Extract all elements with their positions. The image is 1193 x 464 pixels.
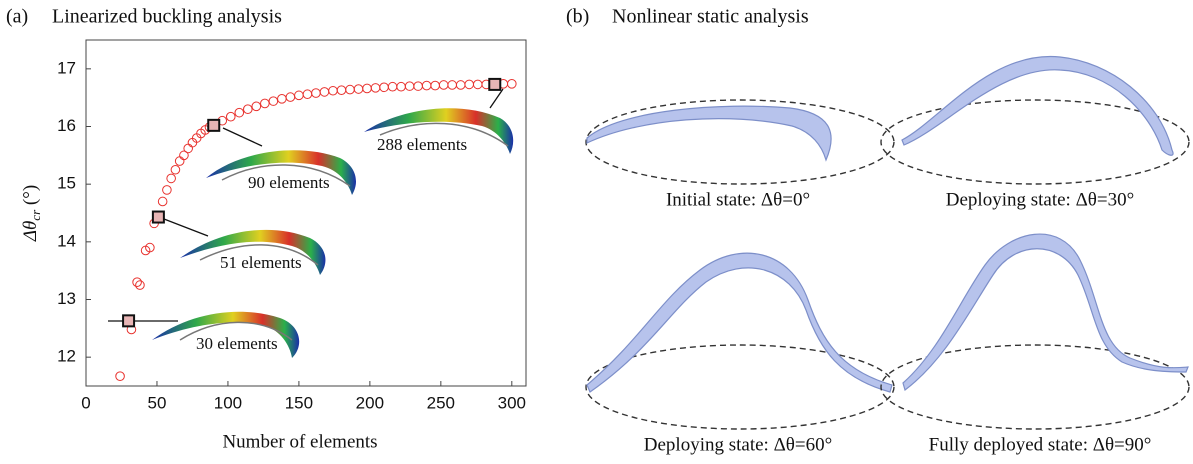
caption: Deploying state: Δθ=60°	[644, 434, 832, 455]
caption: Initial state: Δθ=0°	[666, 189, 810, 210]
point	[328, 85, 338, 96]
deployment-shapes	[585, 55, 1190, 430]
highlight-marker	[151, 210, 165, 224]
y-tick-label: 15	[57, 174, 76, 193]
panel-label: (a)	[6, 6, 28, 28]
x-tick-label: 200	[356, 393, 384, 412]
point	[234, 107, 245, 118]
panel-label: (b)	[566, 6, 589, 28]
point	[166, 173, 176, 184]
point	[183, 143, 193, 154]
point	[311, 88, 321, 98]
x-tick-label: 300	[498, 393, 526, 412]
point	[319, 87, 330, 97]
point	[115, 371, 125, 381]
x-axis-label: Number of elements	[222, 431, 377, 452]
y-tick-label: 14	[57, 231, 76, 250]
highlight-marker	[488, 77, 502, 91]
point	[170, 164, 181, 175]
point	[379, 82, 389, 93]
point	[294, 90, 304, 101]
point	[251, 101, 262, 112]
y-tick-label: 12	[57, 347, 76, 366]
point	[174, 156, 185, 166]
point	[277, 94, 287, 104]
x-tick-label: 150	[285, 393, 313, 412]
x-tick-label: 250	[427, 393, 455, 412]
point	[430, 80, 440, 91]
point	[472, 79, 483, 90]
chart-title: Linearized buckling analysis	[52, 6, 282, 28]
inset-shapes	[108, 88, 514, 358]
point	[145, 242, 155, 253]
annotation: 51 elements	[220, 253, 302, 272]
y-label-main: Δθ	[20, 221, 41, 242]
caption: Fully deployed state: Δθ=90°	[929, 434, 1152, 455]
y-tick-label: 13	[57, 289, 76, 308]
plot-frame	[85, 39, 527, 387]
y-tick-label: 16	[57, 116, 76, 135]
highlight-marker	[207, 118, 221, 132]
annotation: 288 elements	[377, 135, 467, 154]
highlight-marker	[122, 314, 136, 328]
point	[285, 92, 296, 102]
point	[132, 277, 142, 288]
annotation: 30 elements	[196, 334, 278, 353]
panel-title: Nonlinear static analysis	[612, 6, 809, 28]
point	[353, 84, 364, 94]
point	[396, 81, 406, 92]
point	[162, 185, 172, 195]
point	[336, 85, 347, 95]
point	[387, 81, 398, 92]
point	[260, 98, 270, 109]
point	[268, 96, 279, 106]
point	[345, 84, 355, 95]
point	[404, 81, 415, 91]
y-tick-label: 17	[57, 58, 76, 77]
point	[438, 80, 449, 90]
y-axis-label: Δθcr (°)	[20, 185, 43, 242]
point	[507, 79, 517, 89]
x-tick-label: 50	[148, 393, 167, 412]
point	[179, 150, 189, 161]
y-label-unit: (°)	[20, 185, 41, 210]
x-tick-label: 100	[214, 393, 242, 412]
point	[370, 83, 381, 93]
caption: Deploying state: Δθ=30°	[946, 189, 1134, 210]
point	[243, 104, 253, 114]
y-label-sub: cr	[28, 209, 43, 221]
point	[225, 111, 236, 122]
point	[447, 80, 457, 90]
point	[362, 83, 372, 94]
point	[302, 89, 313, 100]
point	[421, 80, 432, 91]
point	[464, 79, 475, 90]
annotation: 90 elements	[248, 173, 330, 192]
point	[413, 81, 423, 91]
x-tick-label: 0	[81, 393, 90, 412]
point	[135, 280, 145, 290]
point	[157, 196, 168, 207]
point	[455, 80, 466, 90]
